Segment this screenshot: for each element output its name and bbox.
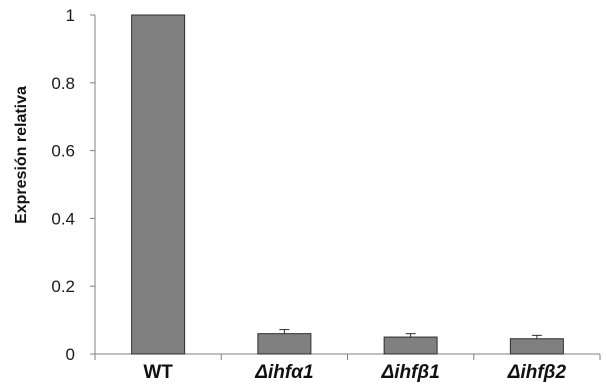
y-tick-label: 0.8	[51, 74, 75, 93]
y-tick-label: 0	[66, 345, 75, 364]
x-category-label: Δihfβ1	[380, 362, 439, 383]
chart-bars	[131, 14, 564, 355]
x-category-label: WT	[143, 362, 173, 383]
bar	[257, 333, 312, 355]
y-tick-label: 0.6	[51, 142, 75, 161]
bar	[383, 336, 438, 355]
bar	[131, 14, 186, 355]
x-category-label: Δihfβ2	[507, 362, 567, 383]
y-tick-label: 1	[66, 6, 75, 25]
y-axis-title: Expresión relativa	[13, 86, 30, 224]
chart-labels: 0 0.2 0.4 0.6 0.8 1 WT Δihfα1 Δihfβ1 Δihfβ2	[51, 6, 566, 383]
y-tick-label: 0.2	[51, 277, 75, 296]
y-tick-label: 0.4	[51, 209, 75, 228]
x-category-label: Δihfα1	[254, 362, 313, 383]
bar	[509, 338, 564, 355]
